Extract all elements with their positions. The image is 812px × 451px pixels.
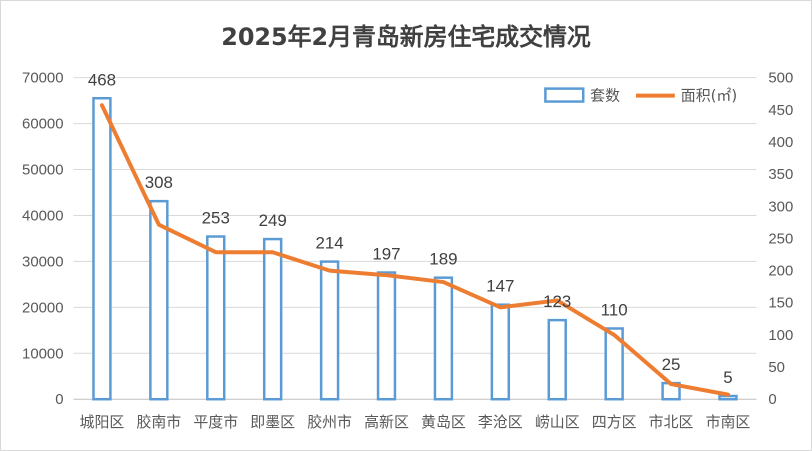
right-tick-label: 100 [768,327,793,344]
right-tick-label: 50 [768,359,785,376]
left-axis: 0 10000 20000 30000 40000 50000 60000 70000 [22,70,64,409]
bar [490,303,511,401]
category-label: 胶南市 [136,413,181,431]
bar-data-label: 189 [429,250,457,269]
category-label: 崂山区 [535,413,580,431]
category-label: 李沧区 [478,413,523,431]
bar-data-label: 468 [88,70,116,89]
bar-data-label: 214 [315,234,343,253]
category-label: 城阳区 [80,413,125,431]
right-tick-label: 300 [768,198,793,215]
bar-data-label: 123 [543,292,571,311]
bar-data-label: 5 [723,368,732,387]
left-tick-label: 10000 [22,345,64,362]
legend: 套数 面积(㎡) [544,87,737,105]
legend-label-line: 面积(㎡) [681,87,737,105]
category-axis: 城阳区 胶南市 平度市 即墨区 胶州市 高新区 黄岛区 李沧区 崂山区 四方区 市北区 市南区 [80,413,751,431]
left-tick-label: 70000 [22,70,64,87]
left-tick-label: 0 [55,391,63,408]
left-tick-label: 60000 [22,116,64,133]
bar-data-label: 197 [372,245,400,264]
bar-series [92,96,738,401]
category-label: 胶州市 [307,413,352,431]
line-series [99,103,730,397]
right-axis: 0 50 100 150 200 250 300 350 400 450 500 [768,70,793,409]
bar [92,96,112,401]
bar-data-label: 110 [601,301,628,320]
bar-data-label: 249 [259,211,287,230]
bar [149,199,169,401]
bar [547,318,567,401]
right-tick-label: 500 [768,70,793,87]
left-tick-label: 30000 [22,253,64,270]
category-label: 平度市 [193,413,238,431]
right-tick-label: 200 [768,263,793,280]
right-tick-label: 150 [768,295,793,312]
bar-data-label: 25 [662,355,681,374]
chart-title: 2025年2月青岛新房住宅成交情况 [221,23,591,51]
category-label: 黄岛区 [421,413,466,431]
right-tick-label: 250 [768,230,793,247]
right-tick-label: 400 [768,134,793,151]
bar-data-label: 253 [202,209,230,228]
category-label: 即墨区 [250,413,295,431]
legend-swatch-bars [544,87,585,103]
bar-data-label: 308 [145,173,173,192]
left-tick-label: 40000 [22,207,64,224]
category-label: 高新区 [364,413,409,431]
left-tick-label: 50000 [22,162,64,179]
category-label: 市北区 [649,413,694,431]
bar [319,260,340,401]
bar [262,237,283,401]
category-label: 四方区 [592,413,637,431]
gridlines [73,77,757,400]
area-line [99,103,730,397]
right-tick-label: 450 [768,102,793,119]
right-tick-label: 0 [768,391,776,408]
right-tick-label: 350 [768,166,793,183]
bar [604,327,624,401]
bar [376,271,397,401]
bar [433,276,454,401]
legend-label-bars: 套数 [590,87,620,105]
bar [206,235,226,401]
left-tick-label: 20000 [22,299,64,316]
data-labels: 468 308 253 249 214 197 189 147 123 110 25 5 [88,70,733,387]
bar-data-label: 147 [486,277,514,296]
category-label: 市南区 [706,413,751,431]
